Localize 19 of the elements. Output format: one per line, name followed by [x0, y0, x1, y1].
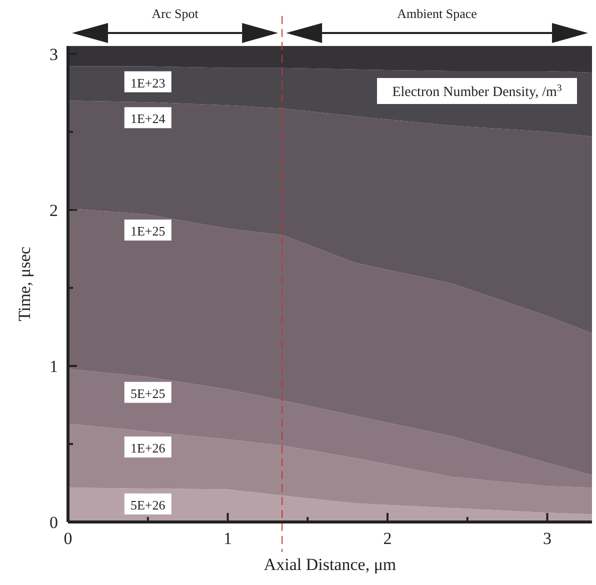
series-label: 1E+25 [130, 224, 166, 239]
text: Electron Number Density, /m$^{3}$ [392, 82, 562, 100]
series-label: 1E+23 [130, 75, 166, 90]
y-axis-title: Time, μsec [15, 246, 34, 322]
y-tick-label: 1 [50, 356, 58, 376]
y-tick-label: 0 [50, 513, 58, 532]
series-label: 5E+26 [130, 497, 166, 512]
x-tick-label: 0 [64, 529, 72, 548]
y-tick-label: 2 [50, 200, 58, 220]
series-label: 1E+24 [130, 111, 166, 126]
series-label: 5E+25 [130, 386, 166, 401]
series-label: 1E+26 [130, 440, 166, 456]
text: Ambient Space [397, 6, 478, 21]
x-tick-label: 3 [543, 529, 552, 548]
text: Arc Spot [152, 6, 199, 21]
x-tick-label: 2 [383, 529, 392, 548]
y-tick-label: 3 [50, 44, 58, 64]
x-axis-title: Axial Distance, μm [264, 555, 396, 574]
x-tick-label: 1 [224, 529, 232, 548]
